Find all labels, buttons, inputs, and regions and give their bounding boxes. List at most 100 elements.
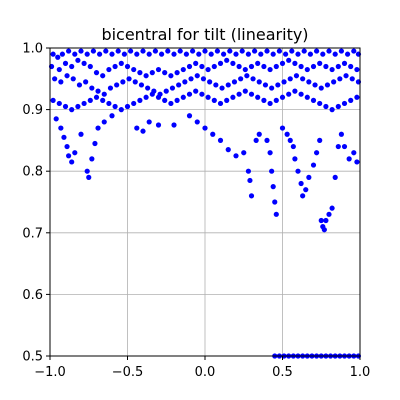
data-point [124, 103, 131, 110]
data-point [50, 51, 56, 57]
data-point [269, 85, 275, 91]
data-point [332, 51, 338, 57]
data-point [293, 73, 300, 79]
data-point [324, 82, 331, 88]
data-point [267, 66, 273, 73]
data-point [273, 97, 279, 103]
data-point [194, 119, 200, 125]
x-tick-label: 0.5 [272, 365, 293, 380]
data-point [81, 60, 87, 66]
data-point [217, 60, 224, 66]
x-tick-label: 0.0 [195, 365, 216, 380]
data-point [314, 48, 320, 54]
data-point [248, 193, 255, 199]
data-point [176, 82, 182, 88]
data-point [75, 57, 81, 63]
data-point [81, 100, 87, 107]
data-point [140, 48, 146, 54]
data-point [295, 168, 301, 174]
data-point [231, 79, 238, 85]
data-point [338, 131, 344, 137]
data-point [101, 91, 107, 97]
data-point [348, 63, 354, 70]
data-point [155, 94, 162, 100]
data-point [106, 100, 112, 107]
data-point [270, 184, 276, 190]
data-point [83, 79, 89, 85]
data-point [58, 79, 64, 85]
data-point [227, 48, 233, 54]
data-point [269, 168, 275, 174]
data-point [174, 70, 180, 76]
data-point [72, 51, 78, 57]
data-point [95, 88, 101, 94]
data-point [162, 70, 168, 76]
data-point [140, 128, 146, 134]
data-point [101, 119, 107, 125]
data-point [121, 51, 127, 57]
data-point [306, 79, 312, 85]
data-point [247, 177, 253, 184]
data-point [84, 168, 90, 174]
data-point [354, 159, 360, 165]
data-point [224, 97, 230, 103]
data-point [92, 140, 98, 147]
data-point [86, 174, 92, 180]
data-point [89, 156, 95, 162]
y-tick-label: 0.9 [22, 103, 43, 118]
data-point [323, 217, 329, 224]
data-point [188, 76, 194, 82]
data-point [250, 76, 256, 82]
data-point [230, 94, 236, 100]
data-point [177, 48, 183, 54]
y-tick-label: 1.0 [22, 42, 43, 57]
data-point [286, 57, 292, 63]
data-point [87, 63, 93, 70]
data-point [168, 100, 174, 107]
data-point [317, 137, 323, 143]
data-point [202, 125, 208, 131]
data-point [134, 51, 140, 57]
data-point [199, 91, 205, 97]
data-point [208, 51, 214, 57]
data-point [186, 113, 193, 119]
data-point [155, 122, 162, 128]
data-point [248, 63, 255, 70]
data-point [329, 107, 335, 113]
data-point [190, 48, 196, 54]
data-point [323, 63, 329, 70]
data-point [137, 97, 143, 103]
data-point [131, 100, 137, 107]
data-point [70, 76, 76, 82]
data-point [248, 91, 255, 97]
data-point [143, 73, 149, 79]
data-point [351, 48, 357, 54]
data-point [112, 63, 118, 70]
data-point [252, 48, 258, 54]
data-point [52, 76, 58, 82]
data-point [224, 57, 230, 63]
data-point [300, 193, 306, 199]
data-point [292, 60, 298, 66]
data-point [349, 76, 355, 82]
data-point [276, 48, 282, 54]
data-point [69, 159, 75, 165]
data-point [109, 51, 115, 57]
data-point [87, 97, 93, 103]
data-point [298, 63, 304, 70]
data-point [335, 103, 341, 110]
data-point [162, 97, 168, 103]
data-point [146, 119, 152, 125]
data-point [72, 150, 78, 156]
data-point [287, 76, 293, 82]
data-point [202, 48, 208, 54]
data-point [78, 131, 84, 137]
y-tick-label: 0.6 [22, 288, 43, 303]
data-point [132, 79, 138, 85]
data-point [256, 131, 262, 137]
data-point [233, 153, 239, 159]
data-point [279, 60, 286, 66]
data-point [337, 76, 343, 82]
data-point [66, 48, 72, 54]
data-point [114, 82, 120, 88]
